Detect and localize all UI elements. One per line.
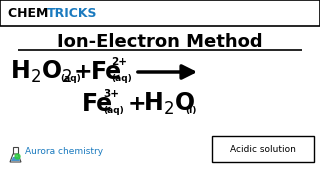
Text: Acidic solution: Acidic solution [230, 145, 296, 154]
Text: Aurora chemistry: Aurora chemistry [25, 147, 103, 156]
FancyBboxPatch shape [212, 136, 314, 162]
Circle shape [15, 154, 20, 159]
Polygon shape [11, 157, 20, 161]
Text: 3+: 3+ [103, 89, 119, 99]
Text: +: + [128, 94, 147, 114]
Text: (aq): (aq) [103, 105, 124, 114]
Text: TRICKS: TRICKS [47, 6, 98, 19]
Text: (l): (l) [185, 105, 196, 114]
FancyBboxPatch shape [0, 0, 320, 26]
Text: CHEM: CHEM [8, 6, 53, 19]
Text: Ion-Electron Method: Ion-Electron Method [57, 33, 263, 51]
Text: (aq): (aq) [60, 73, 81, 82]
Text: 2+: 2+ [111, 57, 127, 67]
Text: Fe: Fe [82, 92, 113, 116]
Text: H$_2$O$_2$: H$_2$O$_2$ [10, 59, 72, 85]
Text: (aq): (aq) [111, 73, 132, 82]
Text: Fe: Fe [91, 60, 122, 84]
Text: H$_2$O: H$_2$O [143, 91, 195, 117]
FancyBboxPatch shape [13, 147, 18, 154]
Polygon shape [10, 154, 21, 162]
Text: +: + [74, 62, 92, 82]
